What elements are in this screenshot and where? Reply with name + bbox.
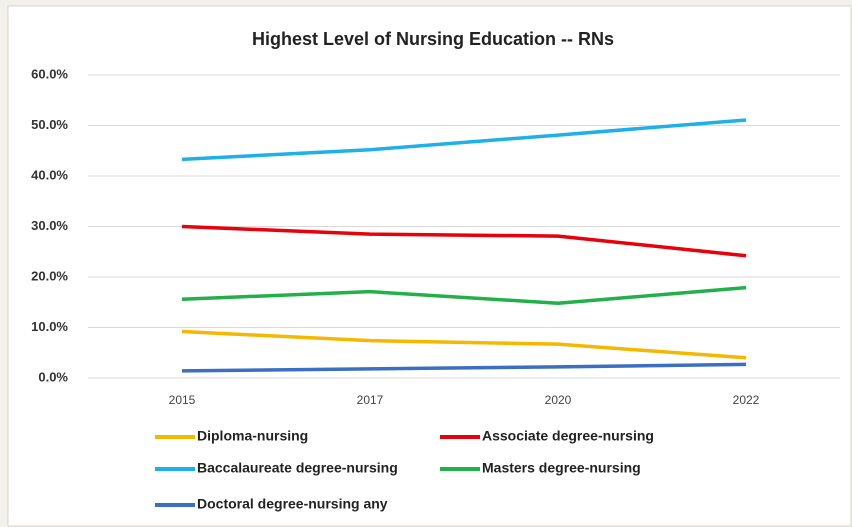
- series-line: [181, 118, 747, 162]
- legend-label: Doctoral degree-nursing any: [197, 496, 388, 512]
- series-line: [181, 285, 747, 306]
- x-tick-label: 2015: [169, 393, 196, 407]
- series-line: [181, 224, 747, 258]
- series-line: [181, 329, 747, 360]
- y-tick-label: 50.0%: [31, 117, 68, 132]
- y-tick-label: 30.0%: [31, 218, 68, 233]
- legend-label: Diploma-nursing: [197, 428, 308, 444]
- series-line: [181, 362, 747, 373]
- legend-label: Associate degree-nursing: [482, 428, 654, 444]
- x-tick-label: 2022: [733, 393, 760, 407]
- legend-label: Baccalaureate degree-nursing: [197, 460, 398, 476]
- y-tick-label: 20.0%: [31, 268, 68, 283]
- x-tick-label: 2017: [357, 393, 384, 407]
- y-tick-label: 10.0%: [31, 319, 68, 334]
- x-tick-label: 2020: [545, 393, 572, 407]
- legend-label: Masters degree-nursing: [482, 460, 641, 476]
- y-tick-label: 60.0%: [31, 66, 68, 81]
- y-tick-label: 40.0%: [31, 167, 68, 182]
- chart-title: Highest Level of Nursing Education -- RN…: [252, 29, 614, 49]
- y-tick-label: 0.0%: [38, 369, 68, 384]
- chart-area: [7, 5, 852, 527]
